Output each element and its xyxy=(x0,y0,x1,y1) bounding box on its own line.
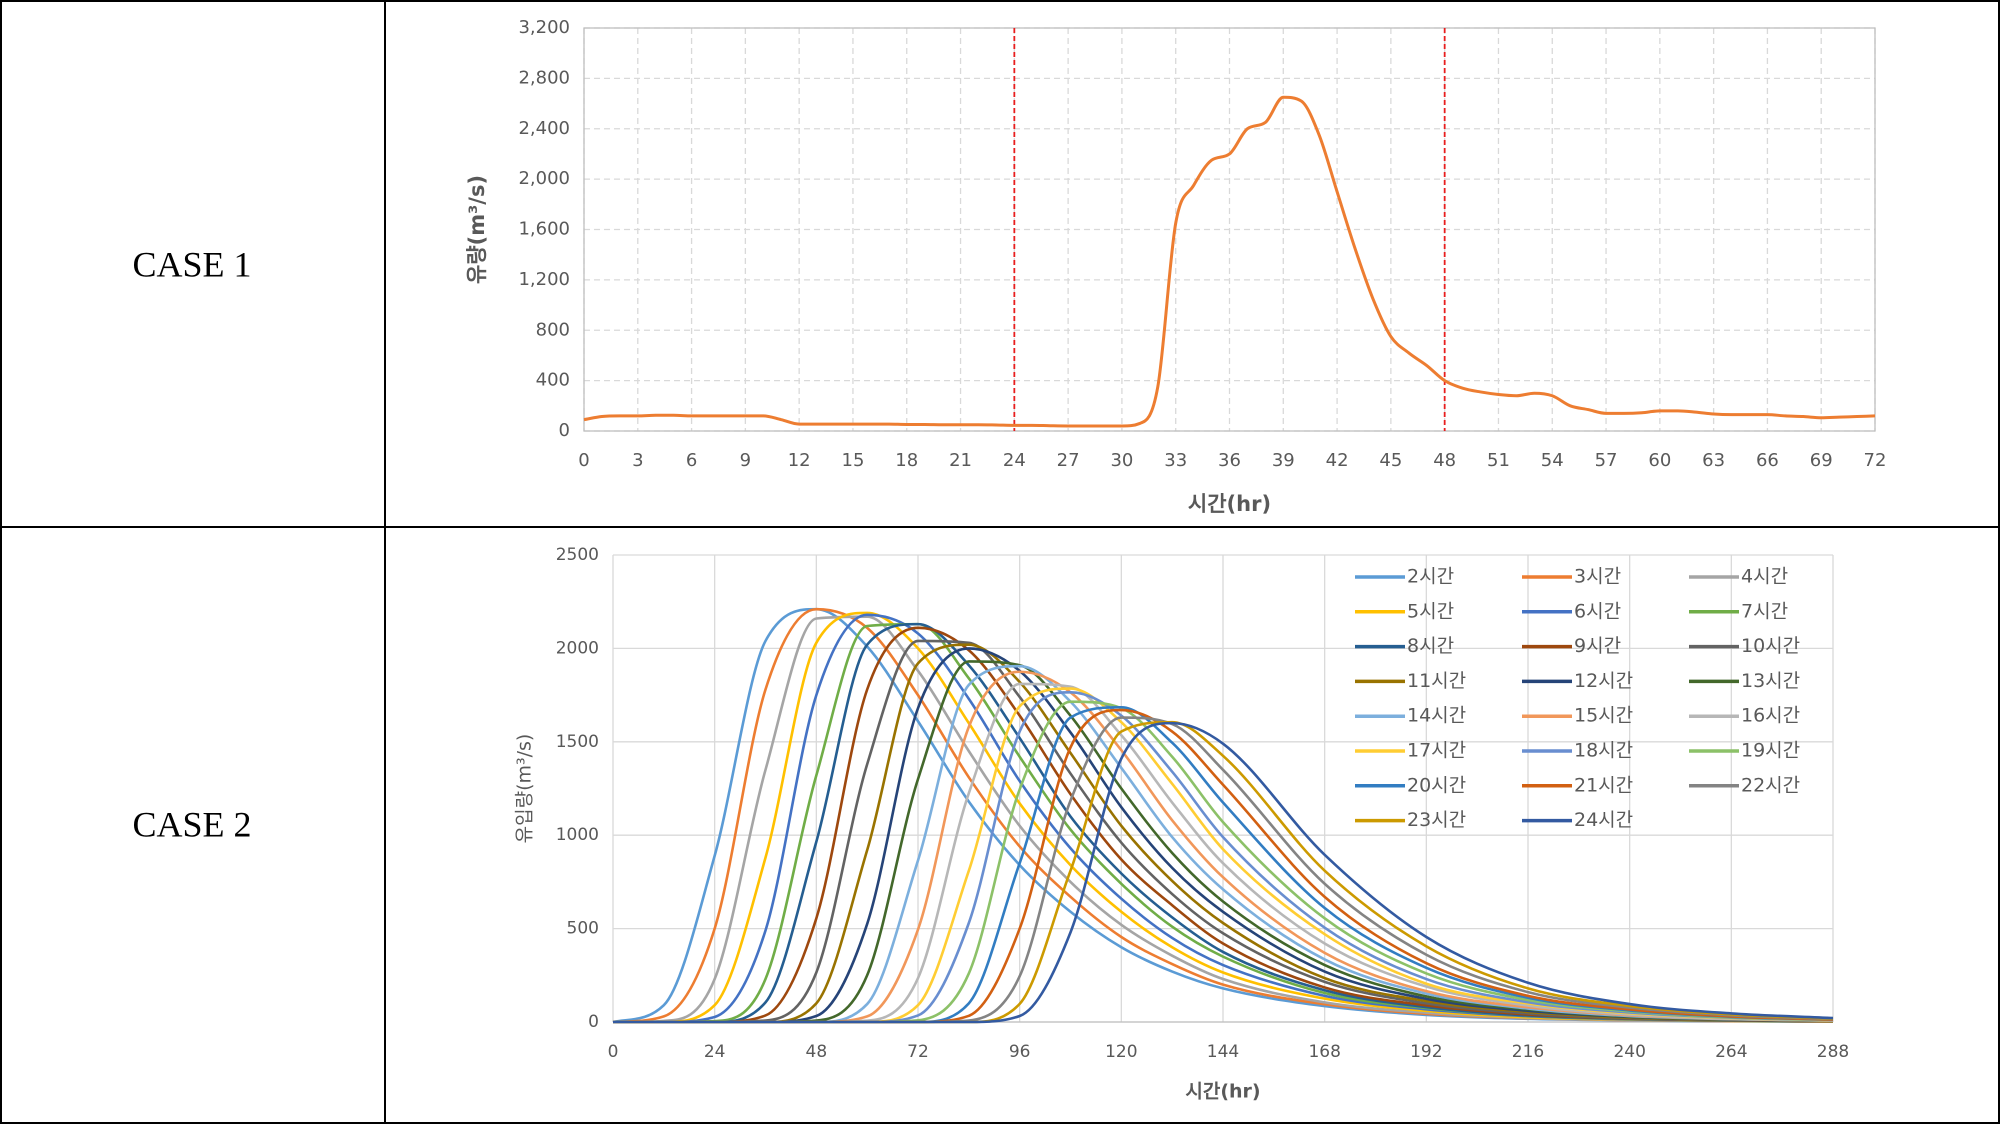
y-tick-label: 2,400 xyxy=(518,118,570,139)
x-tick-label: 27 xyxy=(1057,450,1080,471)
x-tick-label: 96 xyxy=(1009,1042,1031,1062)
x-tick-label: 264 xyxy=(1715,1042,1747,1062)
x-tick-label: 288 xyxy=(1817,1042,1849,1062)
x-tick-label: 42 xyxy=(1326,450,1349,471)
x-tick-label: 18 xyxy=(895,450,918,471)
x-tick-label: 48 xyxy=(806,1042,828,1062)
x-tick-label: 3 xyxy=(632,450,643,471)
x-tick-label: 120 xyxy=(1105,1042,1137,1062)
data-line xyxy=(583,95,1876,428)
x-tick-label: 216 xyxy=(1512,1042,1544,1062)
x-tick-label: 60 xyxy=(1648,450,1671,471)
x-tick-label: 144 xyxy=(1207,1042,1239,1062)
legend-label: 10시간 xyxy=(1741,635,1800,657)
x-tick-label: 24 xyxy=(1003,450,1026,471)
y-tick-label: 0 xyxy=(588,1012,599,1032)
legend-label: 23시간 xyxy=(1407,809,1466,831)
legend-label: 14시간 xyxy=(1407,705,1466,727)
legend-label: 24시간 xyxy=(1574,809,1633,831)
x-axis-label: 시간(hr) xyxy=(1185,1081,1260,1103)
legend-label: 9시간 xyxy=(1574,635,1621,657)
legend-label: 3시간 xyxy=(1574,566,1621,588)
legend-label: 20시간 xyxy=(1407,774,1466,796)
y-tick-label: 400 xyxy=(536,370,570,391)
x-tick-label: 0 xyxy=(578,450,589,471)
legend-label: 8시간 xyxy=(1407,635,1454,657)
x-tick-label: 240 xyxy=(1613,1042,1645,1062)
x-tick-label: 57 xyxy=(1595,450,1618,471)
x-tick-label: 24 xyxy=(704,1042,726,1062)
y-tick-label: 500 xyxy=(567,919,599,939)
x-tick-label: 66 xyxy=(1756,450,1779,471)
x-tick-label: 30 xyxy=(1110,450,1133,471)
legend-label: 7시간 xyxy=(1741,600,1788,622)
y-tick-label: 2000 xyxy=(556,638,599,658)
y-tick-label: 0 xyxy=(559,420,570,441)
x-tick-label: 6 xyxy=(686,450,697,471)
data-line xyxy=(613,721,1834,1024)
x-tick-label: 9 xyxy=(740,450,751,471)
legend-label: 4시간 xyxy=(1741,566,1788,588)
legend-label: 5시간 xyxy=(1407,600,1454,622)
x-tick-label: 72 xyxy=(907,1042,929,1062)
legend-label: 6시간 xyxy=(1574,600,1621,622)
x-tick-label: 39 xyxy=(1272,450,1295,471)
y-axis-label: 유입량(m³/s) xyxy=(514,734,536,844)
x-tick-label: 63 xyxy=(1702,450,1725,471)
x-tick-label: 15 xyxy=(842,450,865,471)
x-tick-label: 69 xyxy=(1810,450,1833,471)
legend-label: 19시간 xyxy=(1741,740,1800,762)
y-tick-label: 2500 xyxy=(556,545,599,565)
legend-label: 12시간 xyxy=(1574,670,1633,692)
legend-label: 2시간 xyxy=(1407,566,1454,588)
y-tick-label: 2,000 xyxy=(518,168,570,189)
legend-label: 17시간 xyxy=(1407,740,1466,762)
x-tick-label: 192 xyxy=(1410,1042,1442,1062)
legend-label: 11시간 xyxy=(1407,670,1466,692)
y-tick-label: 1000 xyxy=(556,825,599,845)
case-label: CASE 1 xyxy=(132,244,251,284)
x-tick-label: 72 xyxy=(1864,450,1887,471)
x-tick-label: 51 xyxy=(1487,450,1510,471)
y-tick-label: 1,600 xyxy=(518,219,570,240)
x-tick-label: 12 xyxy=(788,450,811,471)
y-tick-label: 1,200 xyxy=(518,269,570,290)
x-tick-label: 21 xyxy=(949,450,972,471)
y-axis-label: 유량(m³/s) xyxy=(465,175,489,284)
x-axis-label: 시간(hr) xyxy=(1188,492,1271,516)
legend-label: 15시간 xyxy=(1574,705,1633,727)
x-tick-label: 168 xyxy=(1308,1042,1340,1062)
plot-border xyxy=(583,27,1876,432)
x-tick-label: 0 xyxy=(608,1042,619,1062)
x-tick-label: 33 xyxy=(1164,450,1187,471)
legend-label: 13시간 xyxy=(1741,670,1800,692)
legend-label: 16시간 xyxy=(1741,705,1800,727)
legend-label: 18시간 xyxy=(1574,740,1633,762)
x-tick-label: 54 xyxy=(1541,450,1564,471)
case-label: CASE 2 xyxy=(132,804,251,844)
y-tick-label: 3,200 xyxy=(518,17,570,38)
y-tick-label: 2,800 xyxy=(518,67,570,88)
x-tick-label: 36 xyxy=(1218,450,1241,471)
y-tick-label: 800 xyxy=(536,319,570,340)
y-tick-label: 1500 xyxy=(556,732,599,752)
x-tick-label: 48 xyxy=(1433,450,1456,471)
legend-label: 21시간 xyxy=(1574,774,1633,796)
legend-label: 22시간 xyxy=(1741,774,1800,796)
data-line xyxy=(613,639,1834,1024)
x-tick-label: 45 xyxy=(1379,450,1402,471)
